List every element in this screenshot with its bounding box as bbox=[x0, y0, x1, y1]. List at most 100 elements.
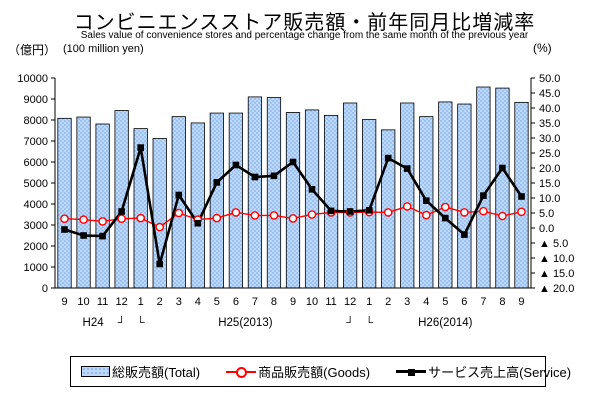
service-point bbox=[213, 179, 221, 186]
x-axis-month-label: 10 bbox=[306, 296, 318, 308]
left-axis-tick-label: 2000 bbox=[24, 241, 48, 253]
service-point bbox=[308, 186, 316, 193]
service-point bbox=[99, 232, 106, 240]
goods-point bbox=[307, 210, 317, 219]
legend: 総販売額(Total) 商品販売額(Goods) サービス売上高(Service… bbox=[70, 356, 571, 387]
goods-point bbox=[136, 213, 145, 223]
right-axis-tick-label: ▲ 10.0 bbox=[539, 253, 574, 265]
x-axis-month-label: 7 bbox=[480, 296, 486, 308]
era-separator-left: ┘ bbox=[117, 315, 126, 329]
goods-point bbox=[60, 214, 69, 223]
era-separator-right: └ bbox=[137, 315, 145, 329]
goods-line-marker-icon bbox=[226, 366, 257, 378]
x-axis-month-label: 6 bbox=[461, 296, 467, 308]
service-point bbox=[346, 208, 354, 215]
x-axis-month-label: 12 bbox=[344, 296, 356, 308]
total-bar bbox=[266, 97, 282, 289]
service-point bbox=[480, 192, 487, 199]
legend-label-service: サービス売上高(Service) bbox=[428, 365, 572, 380]
service-point bbox=[175, 191, 183, 199]
service-point bbox=[61, 226, 68, 233]
x-axis-month-label: 11 bbox=[325, 296, 336, 308]
left-axis-tick-label: 7000 bbox=[24, 136, 48, 148]
right-axis-tick-label: 0.0 bbox=[539, 223, 554, 235]
goods-point bbox=[155, 222, 164, 232]
service-point bbox=[327, 207, 335, 215]
total-bar-swatch-icon bbox=[81, 366, 110, 377]
legend-item-service: サービス売上高(Service) bbox=[396, 362, 571, 381]
x-axis-month-label: 1 bbox=[138, 296, 144, 308]
right-axis-tick-label: 20.0 bbox=[539, 163, 560, 175]
right-axis-tick-label: 5.0 bbox=[539, 208, 554, 220]
goods-point bbox=[440, 202, 450, 212]
right-axis-unit: (%) bbox=[533, 41, 552, 55]
total-bar bbox=[323, 114, 339, 289]
service-point bbox=[80, 232, 87, 239]
goods-point bbox=[231, 208, 241, 217]
goods-point bbox=[479, 206, 488, 216]
x-axis-month-label: 3 bbox=[176, 296, 182, 308]
era-separator-right: └ bbox=[365, 315, 373, 329]
service-point bbox=[270, 172, 278, 180]
legend-label-goods: 商品販売額(Goods) bbox=[258, 365, 371, 380]
service-point bbox=[365, 207, 373, 214]
x-axis-era-label: H24 bbox=[83, 317, 105, 329]
goods-point bbox=[79, 215, 88, 224]
left-axis-tick-label: 0 bbox=[42, 283, 48, 295]
x-axis-month-label: 2 bbox=[385, 296, 391, 308]
x-axis-month-label: 5 bbox=[442, 296, 448, 308]
total-bar bbox=[362, 119, 377, 289]
left-axis-unit-jp: （億円） bbox=[8, 43, 57, 57]
service-point bbox=[423, 197, 430, 204]
goods-point bbox=[402, 202, 412, 211]
total-bar bbox=[400, 102, 415, 289]
service-point bbox=[518, 193, 525, 200]
left-axis-tick-label: 5000 bbox=[24, 178, 48, 190]
left-axis-tick-label: 10000 bbox=[17, 73, 48, 85]
x-axis-month-label: 11 bbox=[97, 296, 108, 308]
total-bar bbox=[285, 112, 301, 289]
service-point bbox=[137, 144, 144, 151]
total-bar bbox=[228, 112, 243, 289]
goods-point bbox=[421, 210, 431, 220]
service-point bbox=[232, 161, 240, 169]
goods-point bbox=[250, 211, 260, 220]
goods-point bbox=[288, 214, 298, 223]
x-axis-month-label: 4 bbox=[195, 296, 201, 308]
x-axis-month-label: 10 bbox=[77, 296, 89, 308]
right-axis-tick-label: ▲ 15.0 bbox=[539, 268, 574, 280]
left-axis-tick-label: 9000 bbox=[24, 94, 48, 106]
right-axis-tick-label: 45.0 bbox=[539, 88, 560, 100]
legend-item-total: 総販売額(Total) bbox=[81, 362, 200, 381]
chart-subtitle: Sales value of convenience stores and pe… bbox=[80, 30, 529, 41]
x-axis-month-label: 2 bbox=[157, 296, 163, 308]
goods-point bbox=[174, 208, 184, 218]
total-bar bbox=[343, 102, 358, 289]
x-axis-month-label: 9 bbox=[61, 296, 67, 308]
right-axis-tick-label: 30.0 bbox=[539, 133, 560, 145]
goods-point bbox=[98, 217, 107, 226]
x-axis-month-label: 6 bbox=[233, 296, 239, 308]
total-bar bbox=[495, 87, 510, 289]
page-title: コンビニエンスストア販売額・前年同月比増減率 bbox=[73, 12, 536, 34]
right-axis-tick-label: 10.0 bbox=[539, 193, 560, 205]
total-bar bbox=[57, 117, 72, 289]
left-axis-unit-en: (100 million yen) bbox=[63, 43, 144, 55]
legend-item-goods: 商品販売額(Goods) bbox=[226, 362, 370, 381]
total-bar bbox=[95, 123, 110, 289]
x-axis-month-label: 3 bbox=[404, 296, 410, 308]
service-point bbox=[384, 154, 392, 162]
right-axis-tick-label: 40.0 bbox=[539, 103, 560, 115]
legend-label-total: 総販売額(Total) bbox=[112, 365, 201, 380]
x-axis-month-label: 7 bbox=[252, 296, 258, 308]
goods-point bbox=[117, 214, 126, 223]
x-axis-era-label: H25(2013) bbox=[218, 317, 273, 329]
service-point bbox=[156, 260, 163, 268]
left-axis-tick-label: 4000 bbox=[24, 199, 48, 211]
service-point bbox=[251, 173, 259, 181]
total-bar bbox=[457, 103, 472, 289]
service-line-marker-icon bbox=[396, 366, 427, 378]
right-axis-tick-label: 25.0 bbox=[539, 148, 560, 160]
